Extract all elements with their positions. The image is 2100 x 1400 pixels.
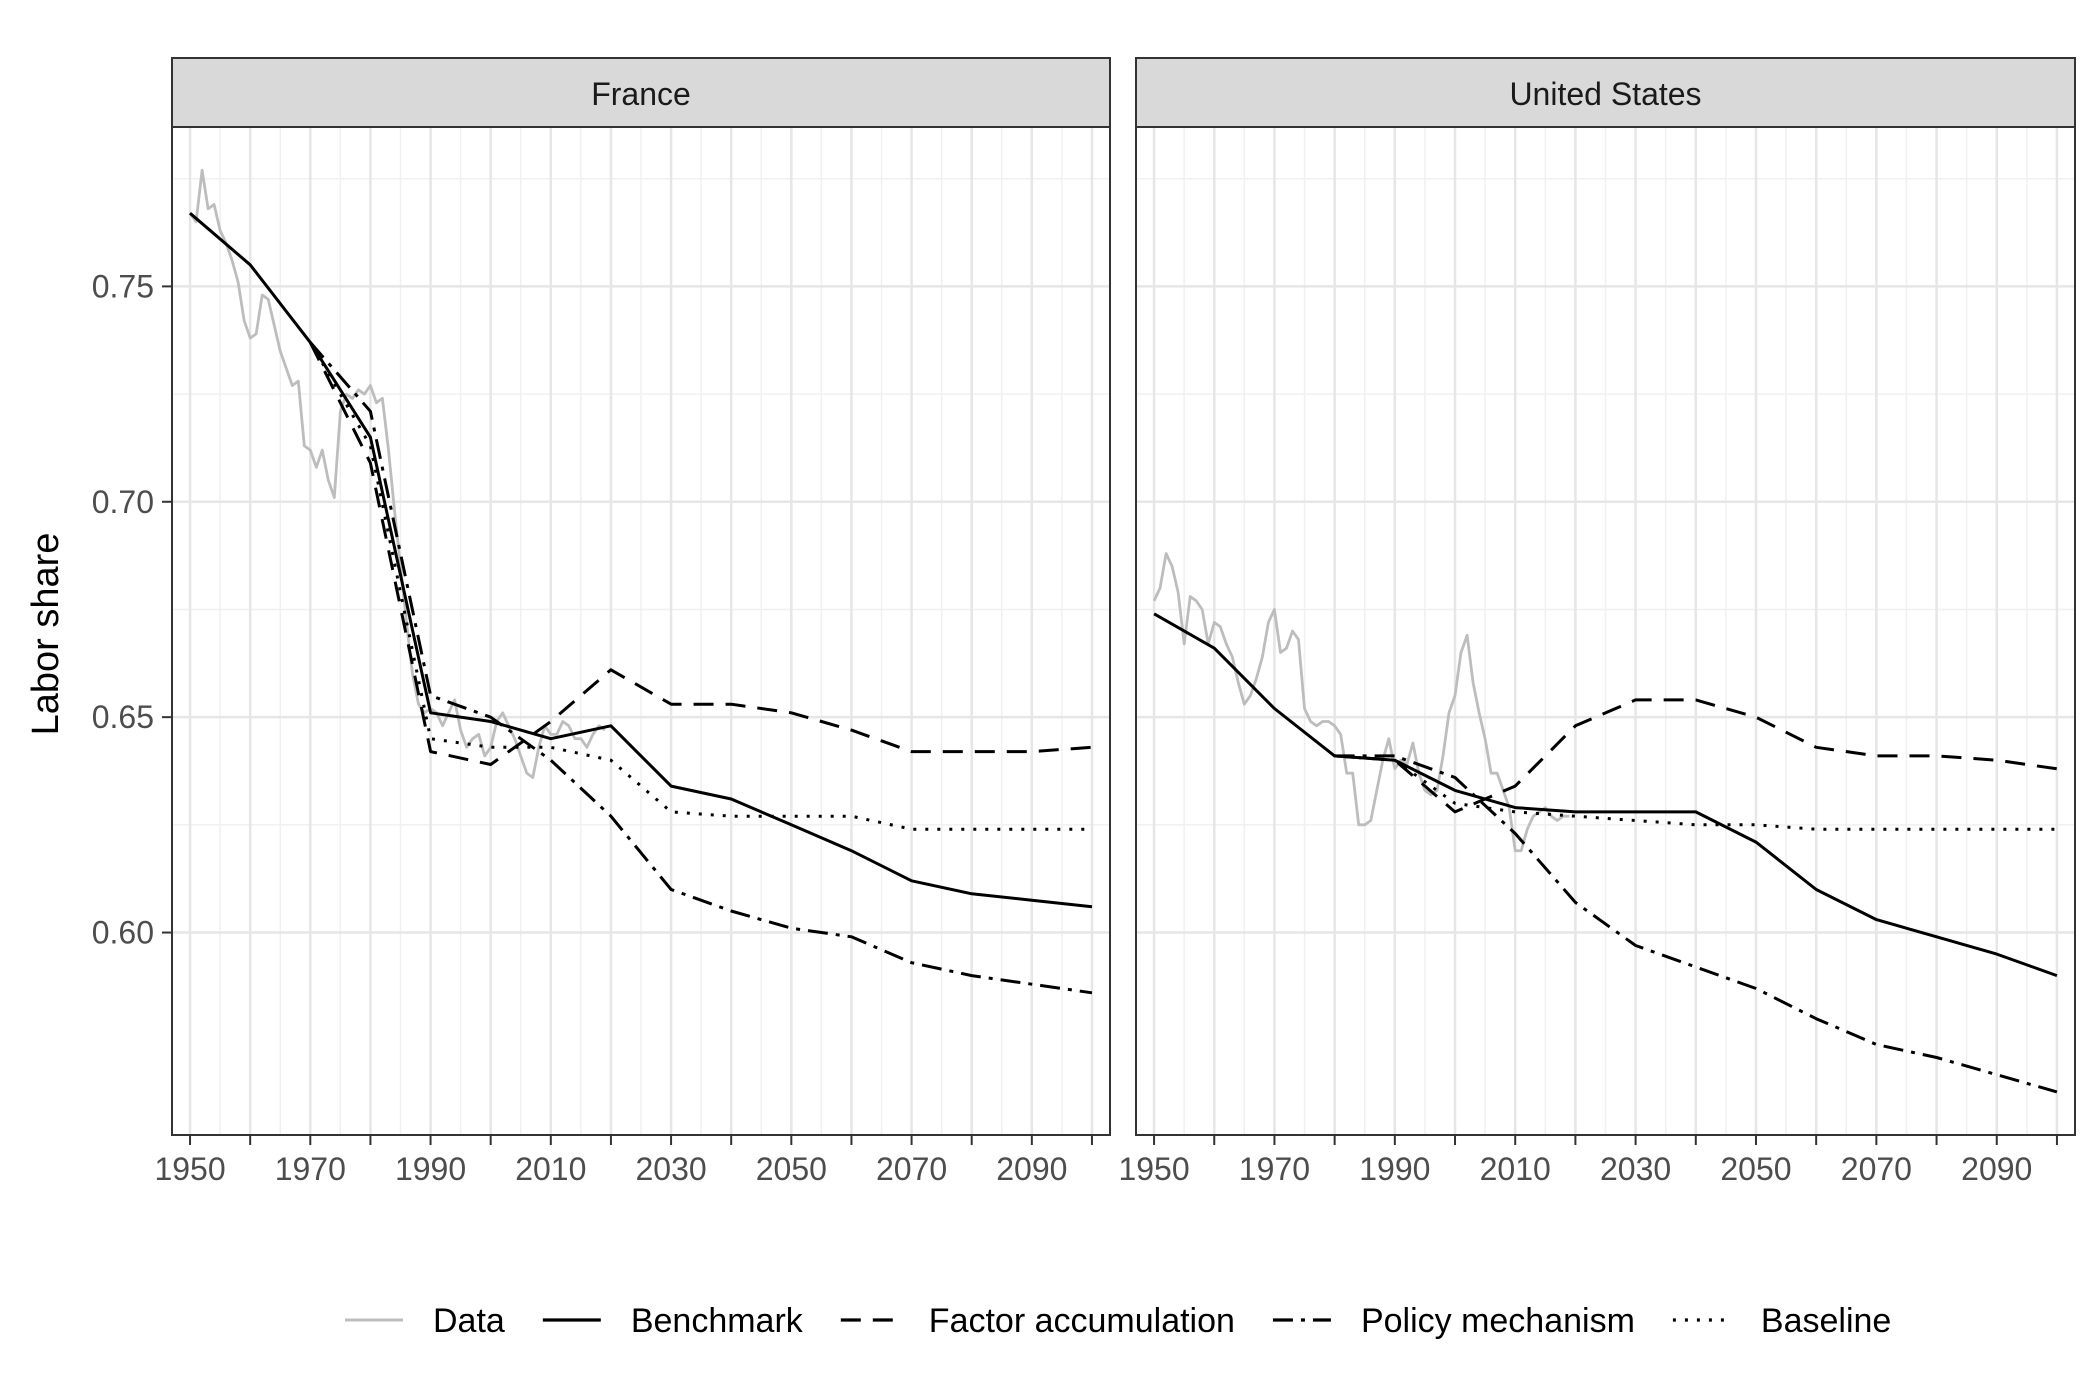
- x-tick-label: 2090: [996, 1151, 1067, 1187]
- y-tick-label: 0.75: [92, 268, 154, 304]
- series-line-policy: [309, 341, 1093, 995]
- panel-title: France: [591, 76, 691, 112]
- panel-france: France 1950 1970 1990 2010 2030 2050 2070 2090 0.…: [92, 57, 1111, 1187]
- panel-strip: [171, 57, 1111, 128]
- legend-label-baseline: Baseline: [1761, 1302, 1891, 1340]
- legend-item-factor: Factor accumulation: [840, 1302, 1235, 1340]
- x-tick-label: 1990: [1359, 1151, 1430, 1187]
- panel-united-states: United States 1950 1970 1990 2010 2030 2050 207…: [1118, 57, 2076, 1187]
- series-line-data: [188, 168, 606, 779]
- y-tick-label: 0.65: [92, 699, 154, 735]
- series-line-factor: [1334, 698, 2058, 814]
- legend-label-factor: Factor accumulation: [929, 1302, 1235, 1340]
- x-tick-label: 2090: [1961, 1151, 2032, 1187]
- x-tick-label: 1990: [395, 1151, 466, 1187]
- series-line-baseline: [309, 341, 1092, 831]
- legend-label-policy: Policy mechanism: [1361, 1302, 1635, 1340]
- x-tick-label: 1970: [1239, 1151, 1310, 1187]
- x-tick-label: 2030: [635, 1151, 706, 1187]
- legend-item-baseline: Baseline: [1672, 1302, 1891, 1340]
- series-line-policy: [1334, 754, 2058, 1094]
- x-tick-label: 1970: [275, 1151, 346, 1187]
- x-tick-label: 2010: [515, 1151, 586, 1187]
- panels: France 1950 1970 1990 2010 2030 2050 2070 2090 0.…: [92, 57, 2076, 1187]
- series-line-benchmark: [189, 212, 1093, 909]
- y-tick-label: 0.70: [92, 484, 154, 520]
- x-tick-label: 1950: [154, 1151, 225, 1187]
- x-tick-label: 2050: [756, 1151, 827, 1187]
- x-tick-label: 2050: [1720, 1151, 1791, 1187]
- x-tick-label: 2010: [1480, 1151, 1551, 1187]
- series-line-baseline: [1334, 754, 2057, 831]
- legend-label-benchmark: Benchmark: [631, 1302, 804, 1340]
- legend-item-policy: Policy mechanism: [1272, 1302, 1635, 1340]
- y-tick-label: 0.60: [92, 915, 154, 951]
- y-axis-title: Labor share: [25, 533, 67, 736]
- legend-label-data: Data: [433, 1302, 505, 1340]
- legend-item-data: Data: [345, 1302, 505, 1340]
- panel-border: [1135, 126, 2076, 1136]
- legend-item-benchmark: Benchmark: [542, 1302, 804, 1340]
- series-line-factor: [308, 341, 1093, 766]
- panel-title: United States: [1509, 76, 1701, 112]
- panel-strip: [1135, 57, 2076, 128]
- panel-border: [171, 126, 1111, 1136]
- x-tick-label: 2070: [1841, 1151, 1912, 1187]
- legend: Data Benchmark Factor accumulation Policy m…: [345, 1302, 1891, 1340]
- series-line-data: [1152, 552, 1570, 853]
- x-tick-label: 2070: [876, 1151, 947, 1187]
- series-line-benchmark: [1153, 612, 2058, 978]
- x-tick-label: 2030: [1600, 1151, 1671, 1187]
- x-tick-label: 1950: [1118, 1151, 1189, 1187]
